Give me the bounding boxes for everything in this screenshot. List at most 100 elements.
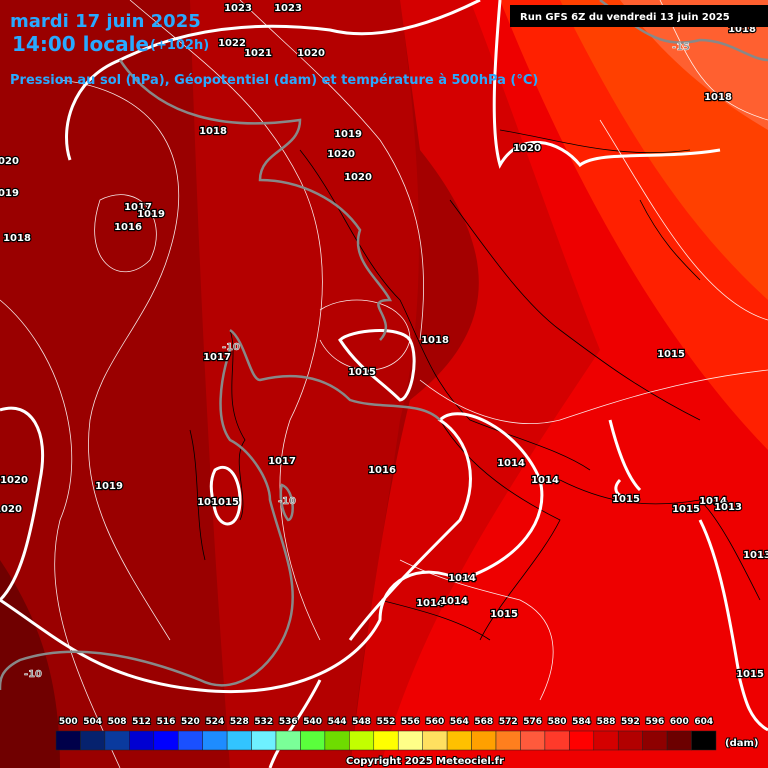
legend-swatch <box>544 730 570 751</box>
isobar-label: 1017 <box>203 352 231 363</box>
isobar-label: 1014 <box>497 458 525 469</box>
isobar-label: 1018 <box>3 233 31 244</box>
isobar-label: 1013 <box>714 502 742 513</box>
legend-swatch <box>324 730 350 751</box>
isobar-label: 1020 <box>327 149 355 160</box>
legend-label: 600 <box>670 717 689 727</box>
legend-swatch <box>397 730 423 751</box>
legend-swatch <box>251 730 277 751</box>
isobar-label: 1014 <box>531 475 559 486</box>
legend-label: 580 <box>548 717 567 727</box>
isobar-label: 1015 <box>736 669 764 680</box>
color-legend: 500 504 508 512 516 520 524 528 532 536 540 544 548 5… <box>55 716 717 751</box>
isobar-label: 1015 <box>612 494 640 505</box>
legend-swatch <box>373 730 399 751</box>
isobar-label: 1020 <box>0 156 19 167</box>
run-banner <box>510 5 768 27</box>
isobar-label: 1023 <box>274 3 302 14</box>
legend-swatch <box>422 730 448 751</box>
legend-swatch <box>129 730 155 751</box>
subtitle: Pression au sol (hPa), Géopotentiel (dam… <box>10 73 538 88</box>
legend-label: 524 <box>205 717 224 727</box>
isotherm-label: -10 <box>222 342 240 353</box>
isobar-label: 1020 <box>513 143 541 154</box>
legend-swatch <box>153 730 179 751</box>
isotherm-label: -10 <box>24 669 42 680</box>
legend-label: 516 <box>157 717 176 727</box>
legend-label: 556 <box>401 717 420 727</box>
legend-label: 604 <box>694 717 713 727</box>
lead-time: (+102h) <box>150 38 209 53</box>
isobar-label: 1019 <box>137 209 165 220</box>
legend-swatch <box>446 730 472 751</box>
isobar-label: 1015 <box>657 349 685 360</box>
isotherm-label: -10 <box>278 496 296 507</box>
legend-label: 528 <box>230 717 249 727</box>
isobar-label: 1016 <box>114 222 142 233</box>
isobar-label: 1020 <box>344 172 372 183</box>
legend-swatch <box>202 730 228 751</box>
legend-label: 588 <box>597 717 616 727</box>
isobar-label: 1015 <box>211 497 239 508</box>
legend-label: 596 <box>645 717 664 727</box>
coastlines <box>189 129 761 641</box>
legend-label: 544 <box>328 717 347 727</box>
legend-swatch <box>666 730 692 751</box>
legend-unit: (dam) <box>725 738 758 749</box>
legend-swatch <box>55 730 81 751</box>
legend-label: 540 <box>303 717 322 727</box>
legend-swatch <box>104 730 130 751</box>
isobar-label: 1019 <box>0 188 19 199</box>
legend-label: 548 <box>352 717 371 727</box>
legend-label: 508 <box>108 717 127 727</box>
legend-label: 500 <box>59 717 78 727</box>
isobar-label: 1015 <box>348 367 376 378</box>
legend-label: 512 <box>132 717 151 727</box>
isobar-label: 1014 <box>416 598 444 609</box>
legend-swatch <box>226 730 252 751</box>
isobar-label: 1018 <box>421 335 449 346</box>
isotherm-label: -15 <box>672 42 690 53</box>
legend-label: 584 <box>572 717 591 727</box>
isobar-label: 1017 <box>268 456 296 467</box>
legend-swatch <box>275 730 301 751</box>
legend-label: 576 <box>523 717 542 727</box>
legend-label: 560 <box>425 717 444 727</box>
local-time: 14:00 locale <box>12 32 149 56</box>
temperature-labels: -10 -10 -10 -15 <box>24 42 691 681</box>
legend-label: 552 <box>377 717 396 727</box>
isobar-label: 1018 <box>704 92 732 103</box>
legend-swatch <box>691 730 717 751</box>
legend-swatch <box>617 730 643 751</box>
legend-label: 568 <box>474 717 493 727</box>
isobar-label: 1014 <box>699 496 727 507</box>
isobar-label: 1020 <box>0 475 28 486</box>
isobar-label: 1019 <box>95 481 123 492</box>
legend-swatch <box>569 730 595 751</box>
legend-label: 504 <box>83 717 102 727</box>
isobar-label: 1021 <box>244 48 272 59</box>
run-info: Run GFS 6Z du vendredi 13 juin 2025 <box>520 12 730 23</box>
isobar-label: 1023 <box>224 3 252 14</box>
legend-swatch <box>520 730 546 751</box>
isobar-label: 1016 <box>368 465 396 476</box>
legend-swatch <box>300 730 326 751</box>
isobar-label: 1013 <box>743 550 768 561</box>
legend-swatch <box>177 730 203 751</box>
isobar-label: 1022 <box>218 38 246 49</box>
copyright: Copyright 2025 Meteociel.fr <box>346 756 504 767</box>
isobar-label: 1016 <box>197 497 225 508</box>
isobar-label: 1019 <box>334 129 362 140</box>
legend-label: 572 <box>499 717 518 727</box>
isobar-label: 1020 <box>0 504 22 515</box>
legend-swatch <box>349 730 375 751</box>
legend-label: 564 <box>450 717 469 727</box>
isobar-label: 1015 <box>672 504 700 515</box>
legend-label: 592 <box>621 717 640 727</box>
isobar-label: 1020 <box>297 48 325 59</box>
legend-swatch <box>80 730 106 751</box>
